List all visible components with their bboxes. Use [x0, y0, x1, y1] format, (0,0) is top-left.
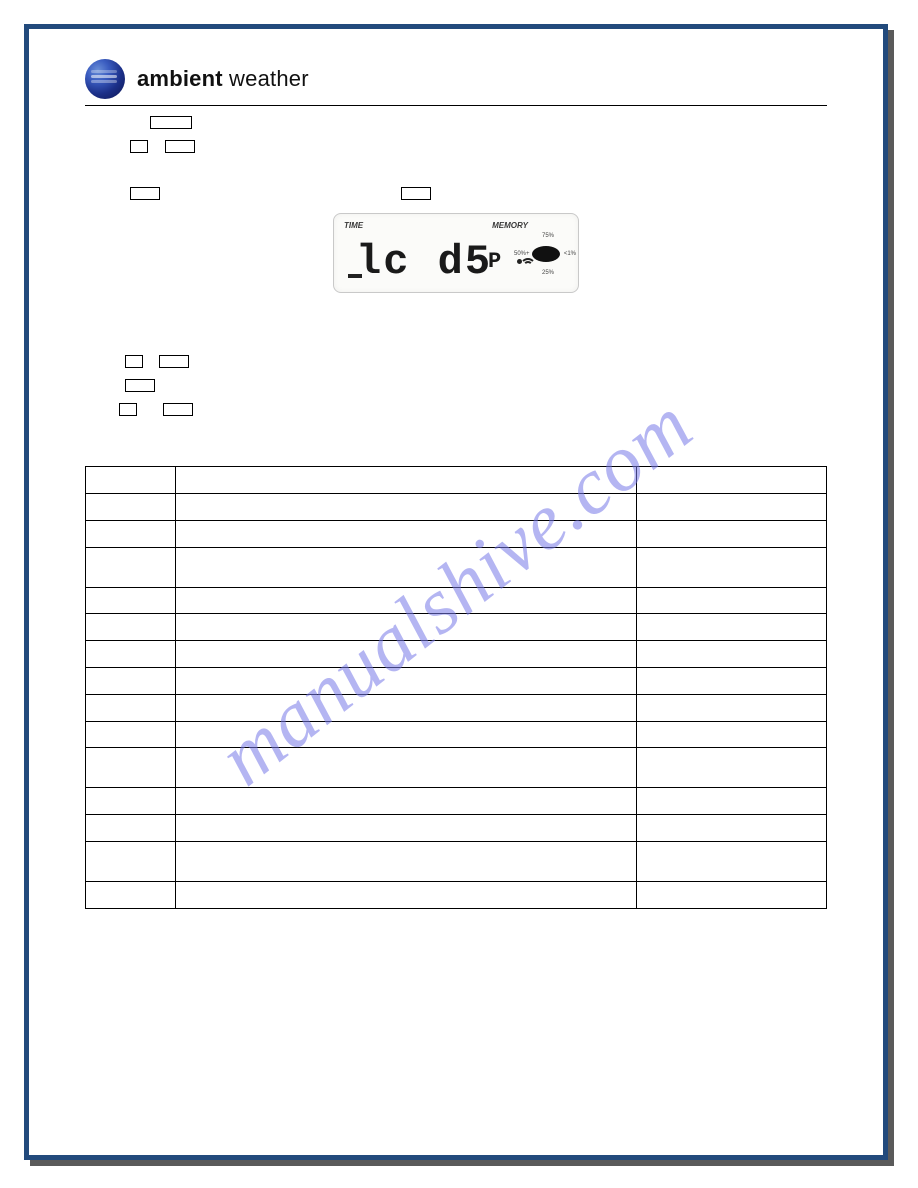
figure-caption: Figure 9 — LCD contrast display — [85, 307, 827, 325]
table-row: Date fmtMonth-Day or Day-Month display o… — [86, 614, 827, 641]
table-header: Description — [176, 467, 637, 494]
table-cell: Date fmt — [86, 614, 176, 641]
lcd-memory-gauge: 75% <1% 25% 50%+ — [526, 234, 566, 274]
table-cell: Barometric pressure units (inHg / hPa / … — [176, 668, 637, 695]
para-4: 4. Press to save and advance to the next… — [85, 187, 827, 205]
button-ref-exit — [401, 187, 431, 200]
table-cell: Clear all recorded min/max history value… — [176, 842, 637, 882]
table-header: Item — [86, 467, 176, 494]
table-row: ClearClear all recorded min/max history … — [86, 842, 827, 882]
brand-bold: ambient — [137, 66, 223, 91]
header-rule — [85, 105, 827, 106]
table-cell: Temp unit — [86, 641, 176, 668]
para-5: The following settings can be configured… — [85, 331, 827, 349]
brand-header: ambient weather — [85, 59, 827, 99]
table-cell: °F — [637, 641, 827, 668]
para-8: • Hold and together to reset the value t… — [85, 403, 827, 421]
table-cell: Hour offset from UTC — [176, 520, 637, 547]
table-cell: LCD contrast level (1–8) — [176, 493, 637, 520]
page-number: 15 — [85, 927, 827, 939]
button-ref-up2 — [125, 355, 143, 368]
table-cell: Reset — [86, 882, 176, 909]
table-cell: Force resynchronization with the outdoor… — [176, 815, 637, 842]
para-1: 1. Press the button to enter the setting… — [85, 116, 827, 134]
para-3: 3. The display shows the LCD contrast se… — [85, 164, 827, 182]
settings-tbody: ItemDescriptionDefaultLCDLCD contrast le… — [86, 467, 827, 909]
table-cell: Beep — [86, 788, 176, 815]
table-cell: — — [637, 882, 827, 909]
table-cell: Time zone — [86, 520, 176, 547]
figure-lcd: TIME MEMORY lc d5P 75% <1% 25% 50%+ — [333, 213, 579, 293]
table-cell: Daylight saving time on/off and region s… — [176, 547, 637, 587]
table-row: Press unitBarometric pressure units (inH… — [86, 668, 827, 695]
button-ref-up — [130, 140, 148, 153]
table-cell: DST — [86, 547, 176, 587]
table-cell: LCD — [86, 493, 176, 520]
brand-logo-icon — [85, 59, 125, 99]
table-row: Rel pressRelative (sea-level) pressure c… — [86, 748, 827, 788]
table-cell: 5 — [637, 493, 827, 520]
table-cell: ON — [637, 547, 827, 587]
lcd-segment: lc d5P — [356, 230, 503, 295]
button-ref-set — [150, 116, 192, 129]
table-cell: 12h — [637, 587, 827, 614]
button-ref-down — [165, 140, 195, 153]
table-cell: Clear — [86, 842, 176, 882]
table-row: 12/2412 or 24 hour time format12h — [86, 587, 827, 614]
button-ref-down2 — [159, 355, 189, 368]
table-row: DSTDaylight saving time on/off and regio… — [86, 547, 827, 587]
table-cell: Rain unit — [86, 694, 176, 721]
para-2: 2. Press or to adjust the value. — [85, 140, 827, 158]
button-ref-set3 — [125, 379, 155, 392]
table-row: Temp unitTemperature units °F or °C°F — [86, 641, 827, 668]
button-ref-a — [119, 403, 137, 416]
table-row: Time zoneHour offset from UTC0 — [86, 520, 827, 547]
table-row: Wind unitWind speed units (mph / km/h / … — [86, 721, 827, 748]
table-row: BeepKey beep on/offON — [86, 788, 827, 815]
table-cell: 0 — [637, 520, 827, 547]
table-cell: in — [637, 694, 827, 721]
document-page: ambient weather 1. Press the button to e… — [24, 24, 888, 1160]
button-ref-set2 — [130, 187, 160, 200]
settings-table: ItemDescriptionDefaultLCDLCD contrast le… — [85, 466, 827, 909]
table-row: LCDLCD contrast level (1–8)5 — [86, 493, 827, 520]
table-cell: Temperature units °F or °C — [176, 641, 637, 668]
table-cell: 12/24 — [86, 587, 176, 614]
table-row: Rain unitRainfall units (in / mm)in — [86, 694, 827, 721]
table-cell: — — [637, 815, 827, 842]
table-cell: Press unit — [86, 668, 176, 695]
table-row: Re-syncForce resynchronization with the … — [86, 815, 827, 842]
table-cell: Month-Day or Day-Month display order — [176, 614, 637, 641]
table-cell: Re-sync — [86, 815, 176, 842]
table-cell: mph — [637, 721, 827, 748]
table-header: Default — [637, 467, 827, 494]
brand-wordmark: ambient weather — [137, 66, 309, 92]
para-6: • Press or to change the value of the cu… — [85, 355, 827, 373]
table-cell: 29.92 — [637, 748, 827, 788]
table-cell: Rainfall units (in / mm) — [176, 694, 637, 721]
table-cell: Restore all settings to factory defaults — [176, 882, 637, 909]
table-cell: Rel press — [86, 748, 176, 788]
body-text: 1. Press the button to enter the setting… — [85, 116, 827, 909]
button-ref-b — [163, 403, 193, 416]
table-cell: Wind unit — [86, 721, 176, 748]
table-cell: 12 or 24 hour time format — [176, 587, 637, 614]
table-cell: Key beep on/off — [176, 788, 637, 815]
table-cell: — — [637, 842, 827, 882]
para-9: Settings are retained when batteries are… — [85, 426, 827, 444]
table-row: ResetRestore all settings to factory def… — [86, 882, 827, 909]
brand-light: weather — [223, 66, 309, 91]
table-cell: M-D — [637, 614, 827, 641]
para-7: • Press to confirm and move to the next … — [85, 379, 827, 397]
table-cell: inHg — [637, 668, 827, 695]
table-cell: Relative (sea-level) pressure calibratio… — [176, 748, 637, 788]
table-cell: ON — [637, 788, 827, 815]
table-cell: Wind speed units (mph / km/h / m/s / kno… — [176, 721, 637, 748]
